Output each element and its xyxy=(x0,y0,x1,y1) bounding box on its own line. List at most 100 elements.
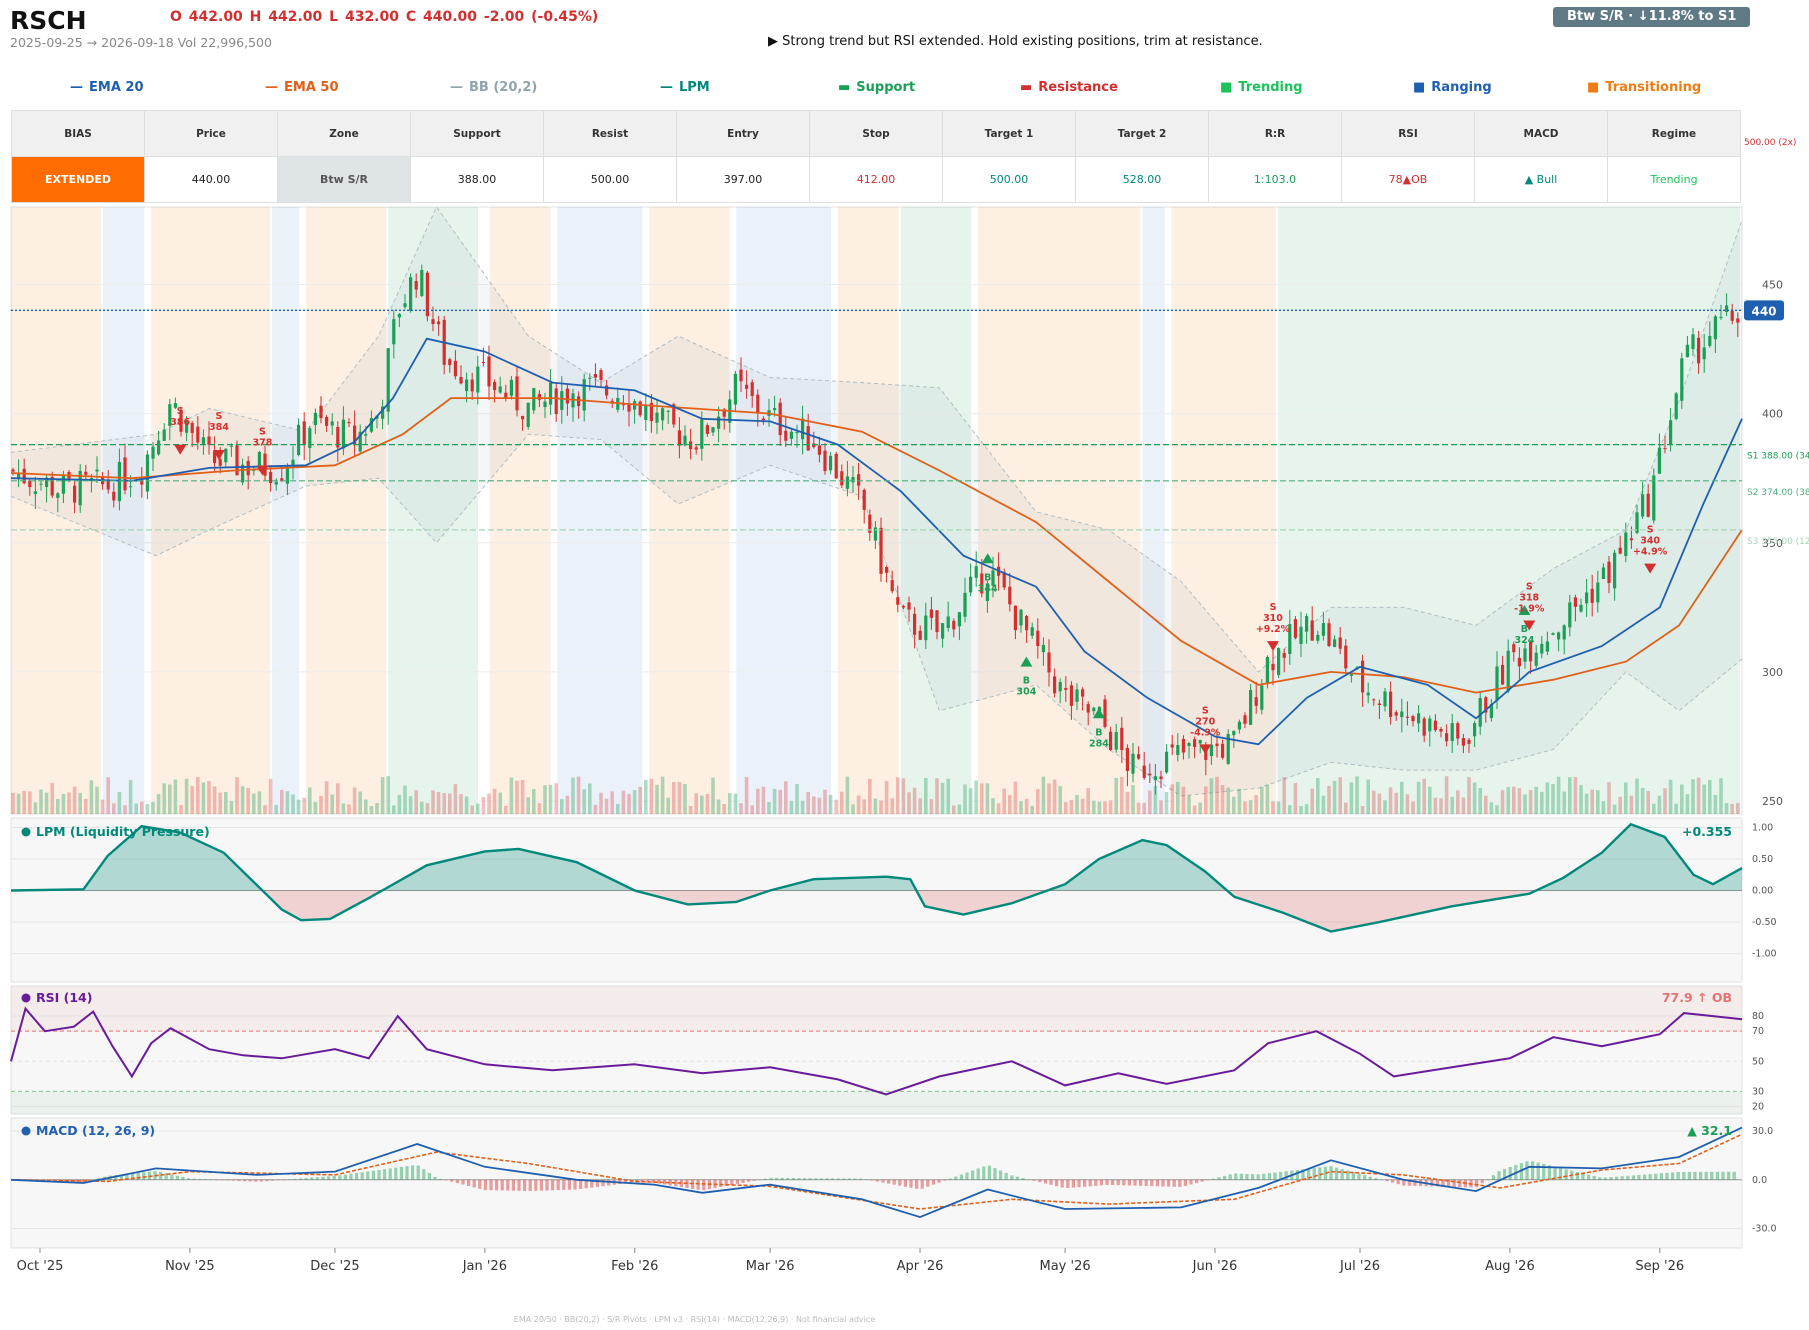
volume-bar xyxy=(890,798,894,814)
ticker-symbol: RSCH xyxy=(10,6,87,35)
macd-histogram-bar xyxy=(545,1179,549,1191)
macd-histogram-bar xyxy=(388,1168,392,1180)
candle-body xyxy=(633,401,637,410)
volume-bar xyxy=(16,793,21,814)
candle-body xyxy=(140,479,144,485)
candle-body xyxy=(129,486,133,488)
macd-histogram-bar xyxy=(1603,1177,1607,1180)
candle-body xyxy=(946,616,950,628)
lpm-y-tick-label: 0.00 xyxy=(1752,886,1773,897)
candle-body xyxy=(162,429,166,441)
macd-histogram-bar xyxy=(478,1179,482,1189)
candle-body xyxy=(1209,744,1213,757)
macd-histogram-bar xyxy=(1357,1173,1361,1180)
macd-histogram-bar xyxy=(506,1179,510,1191)
macd-histogram-bar xyxy=(1654,1173,1658,1180)
regime-band-ranging xyxy=(102,207,145,814)
candle-body xyxy=(151,446,155,459)
volume-bar xyxy=(688,805,693,814)
macd-histogram-bar xyxy=(926,1179,930,1187)
candle-body xyxy=(1523,648,1527,662)
volume-bar xyxy=(1265,784,1270,814)
macd-histogram-bar xyxy=(758,1179,762,1181)
legend-swatch: ■ xyxy=(1587,80,1600,95)
regime-band-trending xyxy=(1277,207,1740,814)
lpm-y-tick-label: 0.50 xyxy=(1752,854,1773,865)
volume-bar xyxy=(733,793,738,814)
macd-histogram-bar xyxy=(327,1176,331,1180)
candle-body xyxy=(1249,690,1253,725)
macd-histogram-bar xyxy=(819,1178,823,1180)
macd-histogram-bar xyxy=(1581,1173,1585,1180)
legend-swatch: — xyxy=(450,80,463,95)
macd-histogram-bar xyxy=(1592,1175,1596,1180)
signal-price-label: 318 xyxy=(1519,592,1539,603)
volume-bar xyxy=(1080,798,1085,814)
macd-histogram-bar xyxy=(954,1176,958,1180)
macd-histogram-bar xyxy=(948,1178,952,1180)
candle-body xyxy=(829,455,833,471)
lpm-y-tick-label: -0.50 xyxy=(1752,917,1777,928)
macd-histogram-bar xyxy=(1094,1179,1098,1186)
table-header-macd: MACD xyxy=(1474,110,1608,157)
signal-price-label: 310 xyxy=(1263,613,1283,624)
volume-bar xyxy=(302,797,306,814)
candle-body xyxy=(644,405,648,420)
macd-histogram-bar xyxy=(159,1172,163,1180)
macd-histogram-bar xyxy=(1699,1171,1703,1180)
candle-body xyxy=(319,405,323,419)
candle-body xyxy=(957,612,961,627)
macd-histogram-bar xyxy=(1105,1179,1109,1185)
macd-histogram-bar xyxy=(433,1176,437,1180)
lpm-value-label: +0.355 xyxy=(1682,824,1732,839)
sell-signal-marker xyxy=(1266,641,1279,652)
candle-body xyxy=(493,381,497,391)
macd-histogram-bar xyxy=(825,1178,829,1180)
volume-bar xyxy=(341,803,346,814)
table-cell-price: 440.00 xyxy=(144,156,278,203)
volume-bar xyxy=(806,791,810,814)
volume-bar xyxy=(1663,788,1667,814)
volume-bar xyxy=(504,805,508,814)
macd-histogram-bar xyxy=(1043,1179,1047,1184)
macd-histogram-bar xyxy=(243,1179,247,1182)
table-header-regime: Regime xyxy=(1607,110,1741,157)
macd-histogram-bar xyxy=(999,1170,1003,1180)
candle-body xyxy=(1529,640,1533,662)
candle-body xyxy=(297,424,301,455)
signal-price-label: 304 xyxy=(1016,687,1036,698)
volume-bar xyxy=(459,794,463,814)
candle-body xyxy=(453,360,457,377)
macd-histogram-bar xyxy=(595,1179,599,1187)
macd-histogram-bar xyxy=(1217,1177,1221,1180)
candle-body xyxy=(95,469,99,472)
main-y-tick-label: 400 xyxy=(1762,408,1783,421)
macd-histogram-bar xyxy=(1363,1175,1367,1180)
volume-bar xyxy=(67,792,71,814)
signal-type-label: S xyxy=(177,406,184,417)
volume-bar xyxy=(112,803,116,814)
macd-histogram-bar xyxy=(730,1179,734,1185)
macd-histogram-bar xyxy=(1525,1161,1529,1180)
volume-bar xyxy=(1092,800,1096,814)
candle-body xyxy=(509,379,513,396)
volume-bar xyxy=(772,789,777,814)
candle-body xyxy=(1596,582,1600,603)
volume-bar xyxy=(1159,800,1163,814)
volume-bar xyxy=(1540,791,1544,814)
volume-bar xyxy=(1472,782,1477,814)
macd-histogram-bar xyxy=(377,1169,381,1180)
signal-price-label: 284 xyxy=(1089,738,1109,749)
table-header-support: Support xyxy=(410,110,544,157)
volume-bar xyxy=(1299,805,1303,814)
candle-body xyxy=(336,427,340,448)
macd-histogram-bar xyxy=(982,1166,986,1180)
volume-bar xyxy=(1187,795,1191,814)
candle-body xyxy=(1069,685,1073,706)
volume-bar xyxy=(1478,788,1482,814)
lpm-y-tick-label: -1.00 xyxy=(1752,949,1777,960)
table-cell-entry: 397.00 xyxy=(676,156,810,203)
volume-bar xyxy=(756,788,760,814)
candle-body xyxy=(638,401,642,416)
macd-histogram-bar xyxy=(881,1179,885,1183)
